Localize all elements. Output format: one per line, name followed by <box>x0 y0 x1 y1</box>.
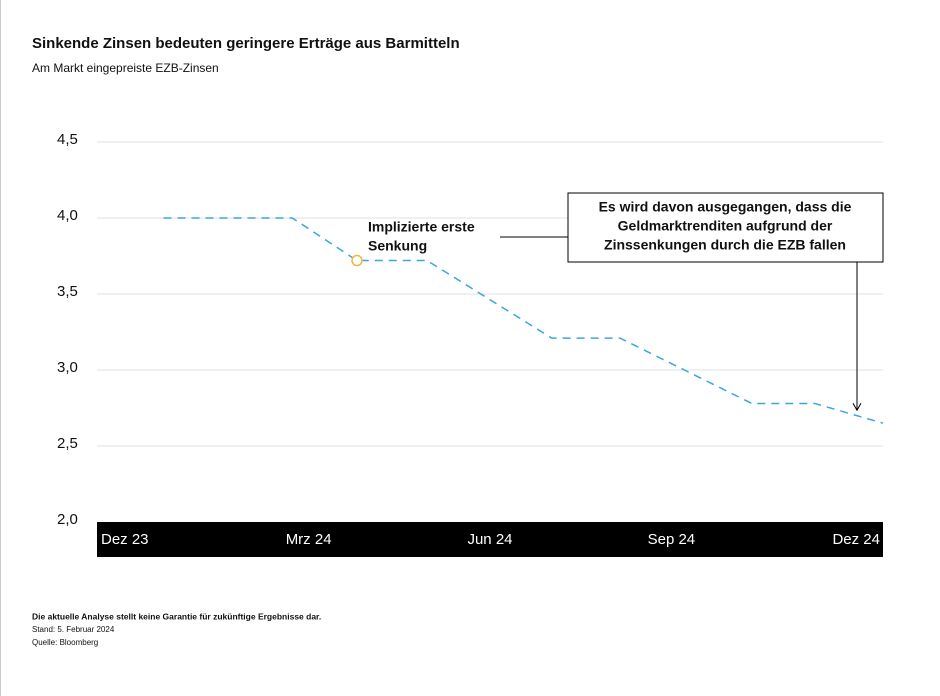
x-tick-label: Jun 24 <box>467 531 512 548</box>
x-tick-label: Dez 24 <box>832 531 880 548</box>
annotation-marker <box>351 254 363 267</box>
x-axis-band <box>97 522 883 557</box>
annotation-arrowhead <box>852 403 862 412</box>
annotation-text: Es wird davon ausgegangen, dass die <box>599 199 852 215</box>
x-tick-label: Mrz 24 <box>286 531 332 548</box>
annotation-text: Senkung <box>368 238 427 254</box>
annotation-text: Geldmarktrenditen aufgrund der <box>618 218 833 234</box>
y-tick-label: 3,5 <box>57 283 78 300</box>
y-tick-label: 4,0 <box>57 207 78 224</box>
y-tick-label: 4,5 <box>57 131 78 148</box>
x-tick-label: Sep 24 <box>648 531 696 548</box>
y-tick-label: 2,5 <box>57 435 78 452</box>
line <box>163 217 884 424</box>
chart-title: Sinkende Zinsen bedeuten geringere Erträ… <box>32 35 460 52</box>
footnote: Quelle: Bloomberg <box>32 638 98 647</box>
footnote: Stand: 5. Februar 2024 <box>32 625 115 634</box>
annotation-text: Zinssenkungen durch die EZB fallen <box>604 237 846 253</box>
y-tick-label: 3,0 <box>57 359 78 376</box>
chart-subtitle: Am Markt eingepreiste EZB-Zinsen <box>32 61 219 75</box>
x-tick-label: Dez 23 <box>101 531 149 548</box>
y-tick-label: 2,0 <box>57 511 78 528</box>
annotation-text: Implizierte erste <box>368 219 475 235</box>
annotation-box <box>567 192 884 263</box>
footnote: Die aktuelle Analyse stellt keine Garant… <box>32 611 321 621</box>
